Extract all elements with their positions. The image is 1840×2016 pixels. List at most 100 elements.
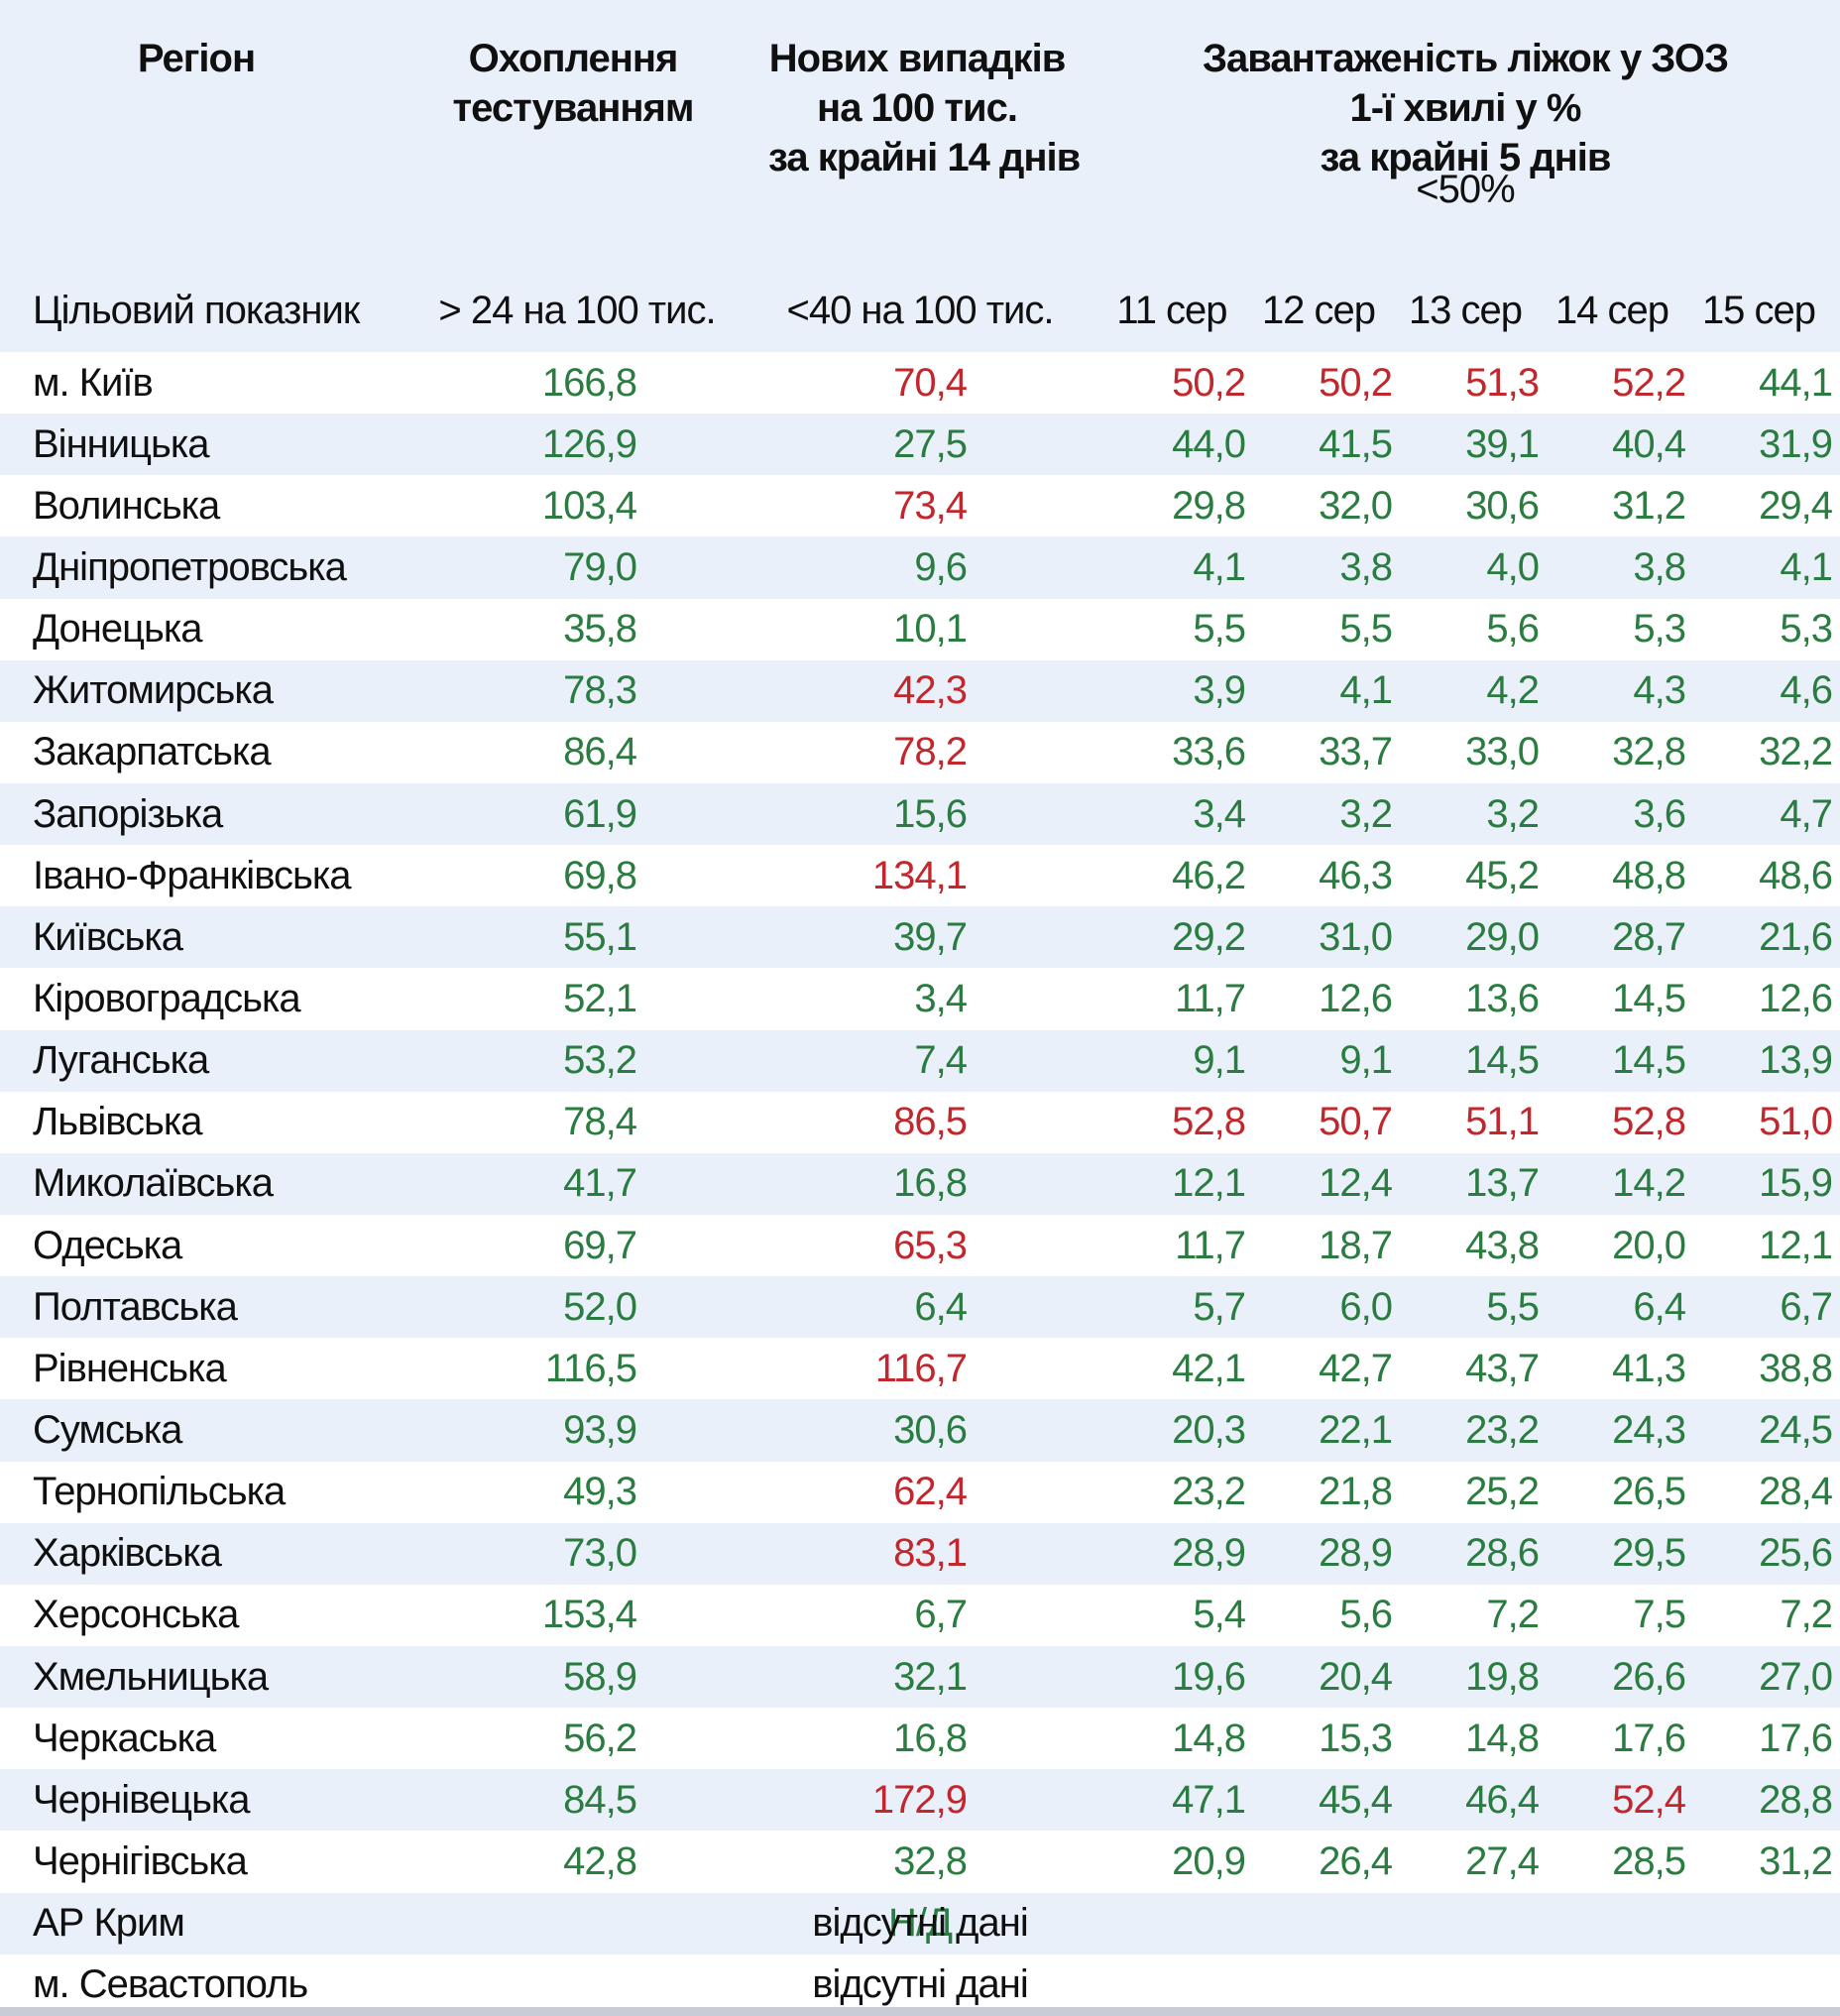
bed-occupancy-day4: 4,3 (1633, 668, 1686, 713)
bed-occupancy-day3: 23,2 (1465, 1407, 1540, 1452)
region-name: Запорізька (33, 791, 223, 836)
testing-value: 79,0 (563, 544, 637, 589)
testing-value: 69,7 (563, 1223, 637, 1267)
bed-occupancy-day3: 27,4 (1465, 1838, 1540, 1883)
table-row: Черкаська 56,2 16,8 14,8 15,3 14,8 17,6 … (0, 1708, 1840, 1770)
testing-value: 86,4 (563, 730, 637, 774)
table-row: Кіровоградська 52,1 3,4 11,7 12,6 13,6 1… (0, 968, 1840, 1030)
bed-occupancy-day1: 4,1 (1193, 544, 1246, 589)
bed-occupancy-day1: 11,7 (1175, 1223, 1246, 1267)
region-name: Сумська (33, 1407, 182, 1452)
table-row: Харківська 73,0 83,1 28,9 28,9 28,6 29,5… (0, 1523, 1840, 1585)
testing-title-line2: тестуванням (452, 86, 695, 130)
table-row: Луганська 53,2 7,4 9,1 9,1 14,5 14,5 13,… (0, 1030, 1840, 1092)
bed-occupancy-day1: 20,9 (1172, 1838, 1246, 1883)
bed-occupancy-day4: 41,3 (1612, 1346, 1686, 1390)
region-name: Вінницька (33, 421, 209, 466)
table-row: Запорізька 61,9 15,6 3,4 3,2 3,2 3,6 4,7 (0, 783, 1840, 845)
bed-occupancy-day4: 24,3 (1612, 1407, 1686, 1452)
bed-occupancy-day2: 21,8 (1319, 1470, 1393, 1514)
bed-occupancy-day4: 29,5 (1612, 1531, 1686, 1576)
bed-occupancy-day3: 5,5 (1486, 1284, 1540, 1329)
table-row: Тернопільська 49,3 62,4 23,2 21,8 25,2 2… (0, 1461, 1840, 1523)
bed-occupancy-day5: 7,2 (1780, 1593, 1833, 1637)
testing-value: 52,1 (563, 976, 637, 1020)
testing-value: 42,8 (563, 1838, 637, 1883)
bed-occupancy-day4: 40,4 (1612, 421, 1686, 466)
bed-occupancy-day2: 31,0 (1319, 914, 1393, 959)
bed-occupancy-day5: 5,3 (1780, 607, 1833, 652)
testing-value: 61,9 (563, 791, 637, 836)
date-header-4: 14 сер (1554, 289, 1669, 332)
bed-occupancy-day5: 51,0 (1759, 1100, 1833, 1144)
bed-occupancy-day1: 19,6 (1172, 1654, 1246, 1699)
bed-occupancy-day1: 46,2 (1172, 853, 1246, 897)
bed-occupancy-day1: 47,1 (1172, 1777, 1246, 1822)
region-name: Київська (33, 914, 183, 959)
region-name: Харківська (33, 1531, 222, 1576)
bed-occupancy-day5: 24,5 (1759, 1407, 1833, 1452)
cases-title-line1: Нових випадків (768, 37, 1067, 80)
table-row: Закарпатська 86,4 78,2 33,6 33,7 33,0 32… (0, 721, 1840, 783)
bed-occupancy-day3: 29,0 (1465, 914, 1540, 959)
date-header-3: 13 сер (1408, 289, 1523, 332)
bed-occupancy-day2: 32,0 (1319, 483, 1393, 528)
bed-occupancy-day3: 43,8 (1465, 1223, 1540, 1267)
table-row: Хмельницька 58,9 32,1 19,6 20,4 19,8 26,… (0, 1646, 1840, 1708)
bed-occupancy-day4: 6,4 (1633, 1284, 1686, 1329)
bed-occupancy-day3: 13,7 (1465, 1161, 1540, 1206)
bed-occupancy-day3: 5,6 (1486, 607, 1540, 652)
region-name: Черкаська (33, 1716, 216, 1760)
bed-occupancy-day3: 4,2 (1486, 668, 1540, 713)
bed-occupancy-day2: 22,1 (1319, 1407, 1393, 1452)
no-data-label: відсутні дані (812, 1901, 1028, 1946)
date-header-2: 12 сер (1261, 289, 1376, 332)
bed-occupancy-day3: 39,1 (1465, 421, 1540, 466)
table-row: Волинська 103,4 73,4 29,8 32,0 30,6 31,2… (0, 475, 1840, 537)
region-name: Чернівецька (33, 1777, 251, 1822)
table-row: Одеська 69,7 65,3 11,7 18,7 43,8 20,0 12… (0, 1214, 1840, 1277)
bed-occupancy-day3: 46,4 (1465, 1777, 1540, 1822)
cases-value: 15,6 (893, 791, 968, 836)
bed-occupancy-day1: 3,4 (1193, 791, 1246, 836)
target-cases-threshold: <40 на 100 тис. (786, 289, 1054, 332)
table-row: Миколаївська 41,7 16,8 12,1 12,4 13,7 14… (0, 1153, 1840, 1215)
testing-value: 78,4 (563, 1100, 637, 1144)
column-title-region: Регіон (48, 34, 345, 83)
cases-value: 32,8 (893, 1838, 968, 1883)
target-row-label: Цільовий показник (33, 289, 360, 332)
region-name: Кіровоградська (33, 976, 301, 1020)
bottom-edge-strip (0, 2007, 1840, 2016)
bed-occupancy-day5: 13,9 (1759, 1038, 1833, 1083)
testing-value: 116,5 (544, 1346, 637, 1390)
table-row: Сумська 93,9 30,6 20,3 22,1 23,2 24,3 24… (0, 1399, 1840, 1461)
bed-occupancy-day5: 31,9 (1759, 421, 1833, 466)
bed-occupancy-day2: 46,3 (1319, 853, 1393, 897)
testing-value: 78,3 (563, 668, 637, 713)
no-data-overlay: Н/Д (887, 1901, 953, 1946)
column-title-region-text: Регіон (137, 37, 256, 80)
date-header-1: 11 сер (1116, 289, 1227, 332)
cases-value: 7,4 (914, 1038, 968, 1083)
cases-value: 6,4 (914, 1284, 968, 1329)
bed-occupancy-day3: 30,6 (1465, 483, 1540, 528)
bed-occupancy-day1: 28,9 (1172, 1531, 1246, 1576)
region-name: Херсонська (33, 1593, 239, 1637)
bed-occupancy-day3: 51,1 (1465, 1100, 1540, 1144)
table-row: Херсонська 153,4 6,7 5,4 5,6 7,2 7,5 7,2 (0, 1584, 1840, 1646)
testing-value: 35,8 (563, 607, 637, 652)
table-row: Львівська 78,4 86,5 52,8 50,7 51,1 52,8 … (0, 1091, 1840, 1153)
bed-occupancy-day1: 20,3 (1172, 1407, 1246, 1452)
cases-title-line3: за крайні 14 днів (768, 136, 1081, 179)
testing-value: 166,8 (541, 360, 637, 405)
testing-value: 41,7 (563, 1161, 637, 1206)
cases-value: 134,1 (871, 853, 968, 897)
bed-occupancy-day5: 29,4 (1759, 483, 1833, 528)
bed-occupancy-day4: 14,5 (1612, 1038, 1686, 1083)
bed-occupancy-day1: 29,2 (1172, 914, 1246, 959)
bed-occupancy-day3: 7,2 (1486, 1593, 1540, 1637)
testing-title-line1: Охоплення (468, 37, 679, 80)
bed-occupancy-day2: 45,4 (1319, 1777, 1393, 1822)
bed-occupancy-day4: 52,4 (1612, 1777, 1686, 1822)
bed-occupancy-day4: 31,2 (1612, 483, 1686, 528)
